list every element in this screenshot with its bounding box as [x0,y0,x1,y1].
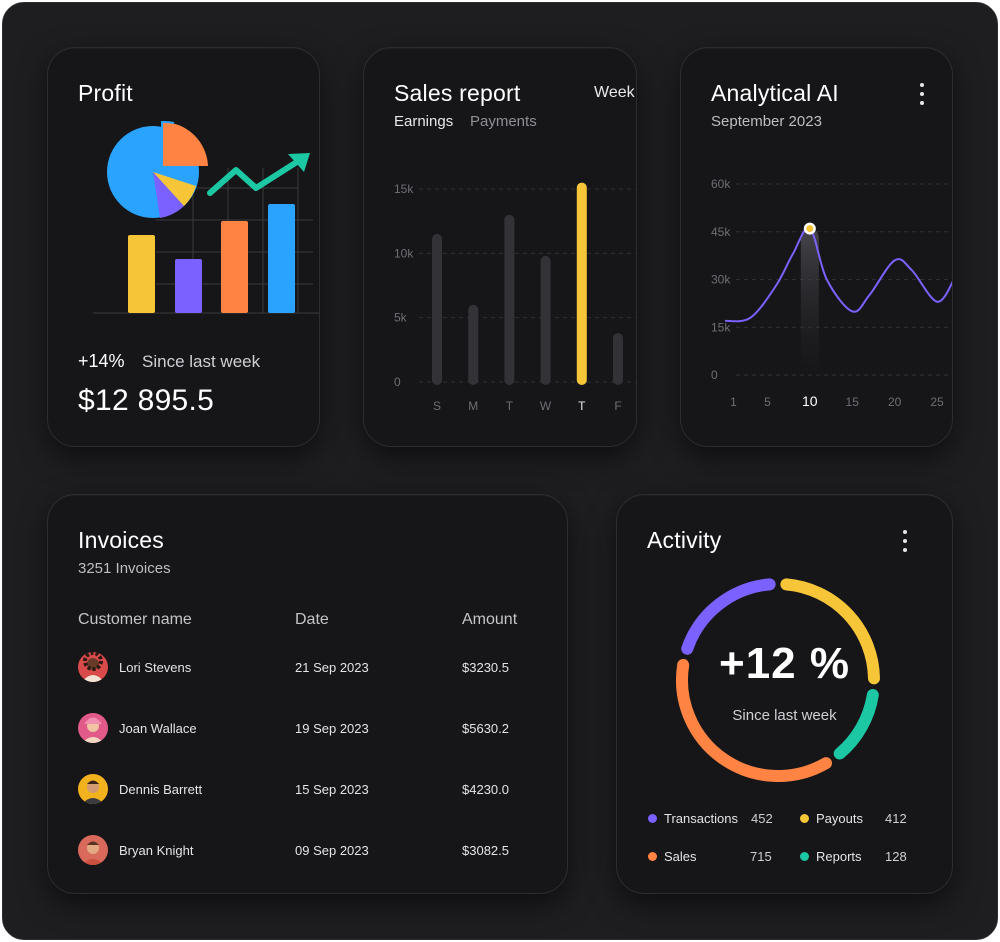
x-tick-label: 15 [846,395,860,409]
profit-bar-4 [268,204,295,313]
y-tick-label: 5k [394,311,408,325]
activity-more-icon[interactable] [901,530,909,552]
y-tick-label: 15k [711,320,731,334]
series-line [724,227,952,323]
x-tick-label: 20 [888,395,902,409]
invoice-date: 09 Sep 2023 [295,843,369,858]
analytical-subtitle: September 2023 [711,113,822,130]
bar [504,214,515,385]
customer-name: Bryan Knight [119,843,194,858]
invoices-card[interactable]: Invoices 3251 Invoices Customer name Dat… [47,494,568,894]
legend-value: 715 [750,849,772,864]
legend-label: Sales [664,849,697,864]
y-tick-label: 15k [394,182,414,196]
x-tick-label: M [468,399,478,413]
y-tick-label: 30k [711,273,731,287]
bar [576,182,587,385]
x-tick-label: 25 [930,395,944,409]
column-customer-name[interactable]: Customer name [78,611,192,628]
sales-report-card[interactable]: Sales report Week Earnings Payments 0 5k 1… [363,47,637,447]
activity-title: Activity [647,527,722,553]
table-row[interactable]: Bryan Knight 09 Sep 2023 $3082.5 [48,835,567,875]
invoice-amount: $3230.5 [462,660,509,675]
table-row[interactable]: Joan Wallace 19 Sep 2023 $5630.2 [48,713,567,753]
avatar [78,713,108,743]
donut-segment [780,578,880,685]
y-tick-label: 0 [711,368,718,382]
highlight-column [800,228,819,375]
invoice-date: 19 Sep 2023 [295,721,369,736]
x-tick-label: S [433,399,441,413]
table-row[interactable]: Lori Stevens 21 Sep 2023 $3230.5 [48,652,567,692]
profit-change: +14% [78,351,125,371]
sales-bar-chart: 0 5k 10k 15k S M T W T F [394,182,636,413]
avatar [78,774,108,804]
profit-bar-1 [128,235,155,313]
bar [613,333,623,385]
profit-card[interactable]: Profit +14% Since last week $12 895.5 [47,47,320,447]
x-tick-label: 5 [764,395,771,409]
y-tick-label: 60k [711,177,731,191]
x-tick-label: 1 [730,395,737,409]
profit-illustration [93,120,319,314]
invoices-count: 3251 Invoices [78,560,171,577]
tab-payments[interactable]: Payments [470,113,537,130]
legend-dot [648,852,657,861]
analytical-title: Analytical AI [711,80,839,106]
profit-bar-2 [175,259,202,313]
avatar [78,652,108,682]
legend-value: 452 [751,811,773,826]
column-date[interactable]: Date [295,611,329,628]
analytical-ai-card[interactable]: Analytical AI September 2023 0 15k 30k 45k 6… [680,47,953,447]
tab-earnings[interactable]: Earnings [394,113,454,130]
invoice-amount: $4230.0 [462,782,509,797]
customer-name: Lori Stevens [119,660,192,675]
x-tick-label: T [578,399,586,413]
profit-amount: $12 895.5 [78,384,215,417]
x-tick-label: W [540,399,552,413]
x-tick-label: F [614,399,621,413]
legend-dot [800,814,809,823]
bar [468,304,479,385]
legend-label: Reports [816,849,862,864]
y-tick-label: 0 [394,375,401,389]
activity-donut-chart [676,578,880,782]
donut-segment [676,658,832,782]
x-tick-label: T [506,399,514,413]
legend-value: 412 [885,811,907,826]
profit-change-label: Since last week [142,352,261,371]
activity-label: Since last week [732,707,837,724]
legend-dot [648,814,657,823]
bar [432,234,442,385]
invoice-amount: $3082.5 [462,843,509,858]
donut-segment [833,689,879,760]
analytical-more-icon[interactable] [918,83,926,105]
table-row[interactable]: Dennis Barrett 15 Sep 2023 $4230.0 [48,774,567,814]
bar [540,255,551,385]
profit-bar-3 [221,221,248,313]
column-amount[interactable]: Amount [462,611,518,628]
activity-card[interactable]: Activity +12 % Since last week Transacti… [616,494,953,894]
invoice-date: 21 Sep 2023 [295,660,369,675]
profit-title: Profit [78,80,133,106]
sales-title: Sales report [394,80,521,106]
y-tick-label: 45k [711,225,731,239]
period-selector[interactable]: Week [594,84,635,101]
customer-name: Joan Wallace [119,721,197,736]
avatar [78,835,108,865]
legend-label: Transactions [664,811,738,826]
donut-segment [681,578,776,655]
activity-value: +12 % [719,639,850,688]
invoice-amount: $5630.2 [462,721,509,736]
highlight-point [806,225,814,233]
invoice-date: 15 Sep 2023 [295,782,369,797]
y-tick-label: 10k [394,246,414,260]
legend-label: Payouts [816,811,863,826]
invoices-title: Invoices [78,527,164,553]
customer-name: Dennis Barrett [119,782,203,797]
legend-value: 128 [885,849,907,864]
x-tick-label: 10 [802,393,818,409]
legend-dot [800,852,809,861]
